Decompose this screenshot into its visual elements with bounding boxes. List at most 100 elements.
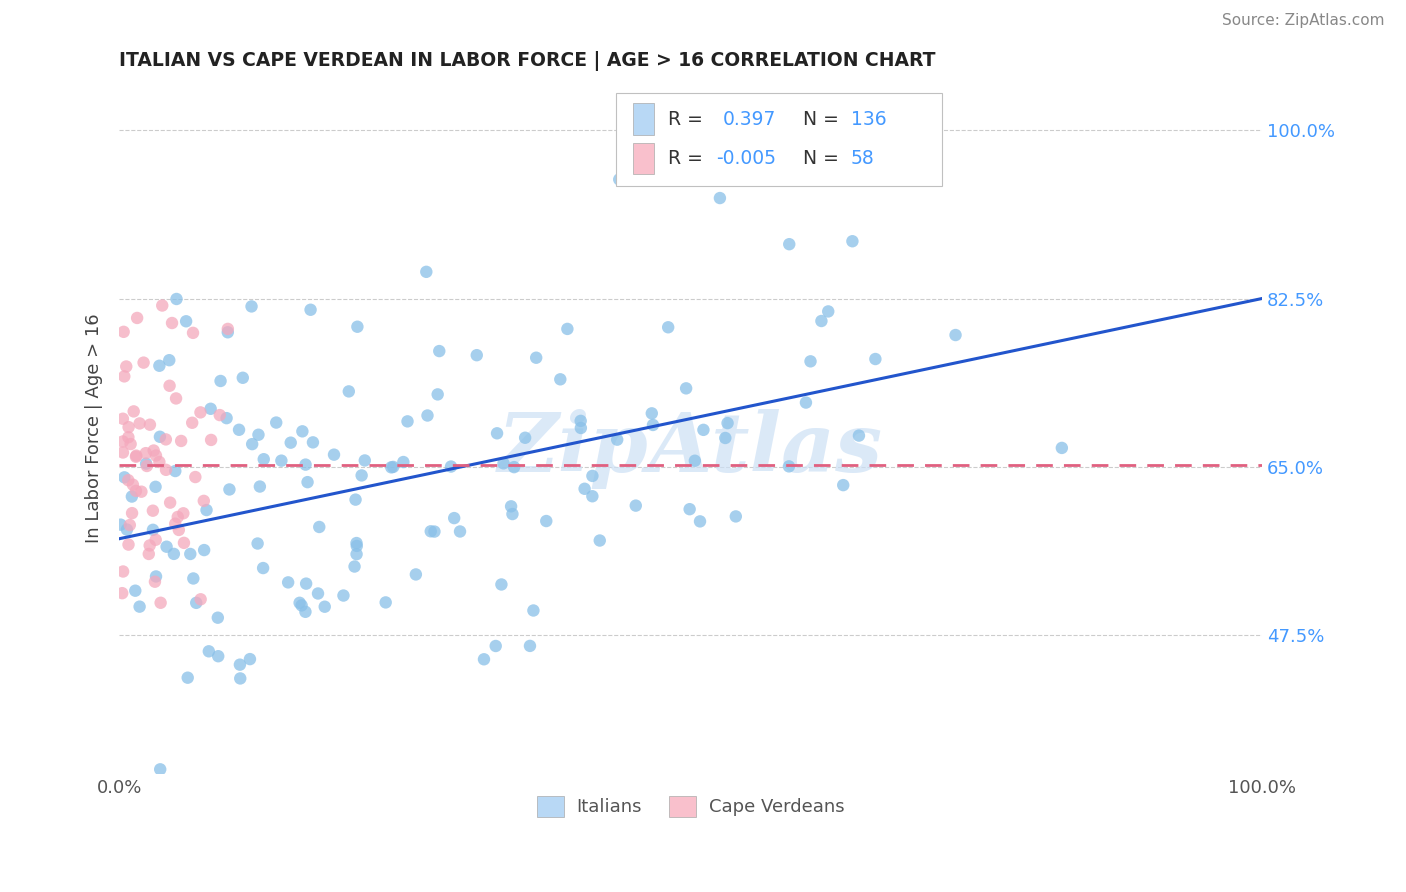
Point <box>239 652 262 666</box>
Point <box>247 427 270 442</box>
Point <box>139 417 162 432</box>
Point <box>350 468 373 483</box>
Point <box>249 479 271 493</box>
Point <box>679 502 702 516</box>
Text: N =: N = <box>803 110 838 128</box>
Point <box>193 494 215 508</box>
Point <box>945 328 967 343</box>
Point <box>581 489 603 503</box>
Point <box>117 430 139 444</box>
Point <box>120 437 142 451</box>
Point <box>148 359 170 373</box>
Point <box>519 639 541 653</box>
Point <box>607 172 630 186</box>
Point <box>569 414 592 428</box>
Point <box>208 408 231 422</box>
Point <box>125 483 148 498</box>
Point <box>724 509 747 524</box>
Point <box>195 503 218 517</box>
Point <box>1050 441 1073 455</box>
Point <box>118 518 141 533</box>
Point <box>246 536 269 550</box>
Point <box>501 500 523 514</box>
Point <box>346 536 368 550</box>
Point <box>382 459 405 474</box>
Text: N =: N = <box>803 149 838 168</box>
Point <box>419 524 441 539</box>
Point <box>778 237 800 252</box>
Point <box>117 473 139 487</box>
Point <box>253 452 276 467</box>
Point <box>218 483 240 497</box>
Point <box>297 475 319 490</box>
Point <box>117 420 139 434</box>
Point <box>557 322 579 336</box>
Point <box>641 406 664 420</box>
Point <box>122 477 145 491</box>
Point <box>716 416 738 430</box>
Point <box>295 576 318 591</box>
Point <box>396 414 419 428</box>
Point <box>240 437 263 451</box>
Point <box>157 353 180 368</box>
Point <box>416 409 439 423</box>
Point <box>112 470 135 484</box>
Point <box>167 523 190 537</box>
Point <box>165 464 187 478</box>
Point <box>491 577 513 591</box>
Point <box>799 354 821 368</box>
Point <box>173 536 195 550</box>
Point <box>574 482 596 496</box>
Text: 0.397: 0.397 <box>723 110 776 128</box>
Point <box>228 423 250 437</box>
FancyBboxPatch shape <box>634 103 654 135</box>
Point <box>135 446 157 460</box>
Point <box>832 478 855 492</box>
Point <box>165 392 187 406</box>
Point <box>155 433 177 447</box>
Point <box>138 547 160 561</box>
Point <box>159 495 181 509</box>
Point <box>841 234 863 248</box>
Point <box>127 310 149 325</box>
Point <box>277 575 299 590</box>
Point <box>111 434 134 449</box>
Point <box>160 316 183 330</box>
Point <box>155 540 177 554</box>
Point <box>145 533 167 547</box>
Point <box>115 523 138 537</box>
Text: R =: R = <box>668 149 703 168</box>
Point <box>117 538 139 552</box>
Point <box>215 411 238 425</box>
Point <box>392 455 415 469</box>
Point <box>308 520 330 534</box>
Text: ZipAtlas: ZipAtlas <box>498 409 883 489</box>
Point <box>183 572 205 586</box>
Point <box>294 458 316 472</box>
Point <box>149 430 172 444</box>
Point <box>374 595 396 609</box>
Y-axis label: In Labor Force | Age > 16: In Labor Force | Age > 16 <box>86 313 103 543</box>
Point <box>683 454 706 468</box>
Point <box>125 450 148 464</box>
Point <box>252 561 274 575</box>
Point <box>143 574 166 589</box>
Point <box>181 416 204 430</box>
Point <box>166 510 188 524</box>
Point <box>314 599 336 614</box>
Point <box>817 304 839 318</box>
Point <box>332 589 354 603</box>
Point <box>166 292 188 306</box>
Point <box>200 433 222 447</box>
Point <box>485 639 508 653</box>
Point <box>709 191 731 205</box>
Point <box>657 320 679 334</box>
Point <box>346 547 368 561</box>
Point <box>423 524 446 539</box>
Point <box>641 417 664 432</box>
Point <box>142 504 165 518</box>
Point <box>217 326 239 340</box>
Point <box>323 448 346 462</box>
Point <box>524 351 547 365</box>
Text: 136: 136 <box>851 110 886 128</box>
